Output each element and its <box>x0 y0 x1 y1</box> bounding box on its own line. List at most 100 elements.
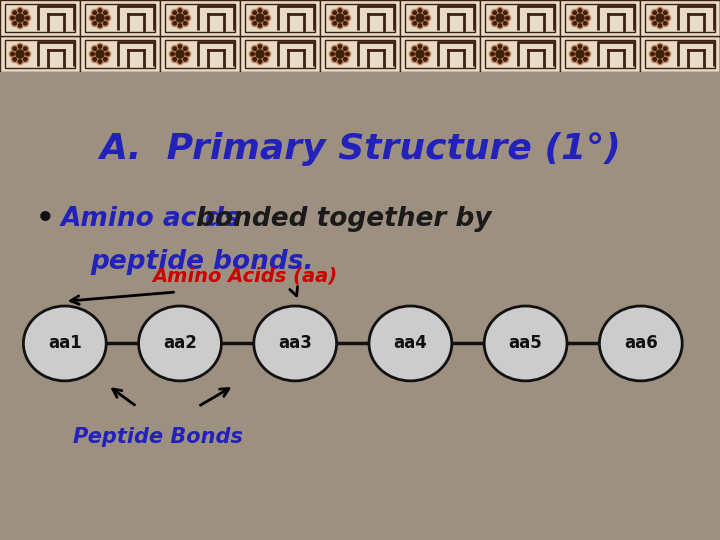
Ellipse shape <box>599 306 682 381</box>
Circle shape <box>657 43 663 50</box>
Text: aa3: aa3 <box>278 334 312 353</box>
Circle shape <box>258 45 262 48</box>
Circle shape <box>24 58 27 61</box>
Circle shape <box>497 22 503 29</box>
Circle shape <box>651 16 654 20</box>
Circle shape <box>503 22 507 25</box>
Circle shape <box>182 56 189 63</box>
Circle shape <box>169 51 176 57</box>
Ellipse shape <box>138 306 222 381</box>
Circle shape <box>91 45 98 52</box>
Circle shape <box>342 56 348 63</box>
Circle shape <box>498 24 502 27</box>
Circle shape <box>13 11 17 15</box>
Circle shape <box>497 58 503 65</box>
Circle shape <box>342 20 348 26</box>
Circle shape <box>257 22 264 29</box>
Circle shape <box>498 9 502 12</box>
Circle shape <box>658 24 662 27</box>
Circle shape <box>251 16 254 20</box>
Circle shape <box>253 58 256 61</box>
Bar <box>320 0 400 36</box>
Bar <box>240 36 320 72</box>
Circle shape <box>491 16 494 20</box>
Circle shape <box>177 7 183 14</box>
Circle shape <box>417 22 423 29</box>
Circle shape <box>18 60 22 63</box>
Text: bonded together by: bonded together by <box>187 206 492 232</box>
Circle shape <box>578 9 582 12</box>
Circle shape <box>179 45 181 48</box>
Circle shape <box>11 52 14 56</box>
Circle shape <box>409 51 415 57</box>
Circle shape <box>664 11 667 15</box>
Circle shape <box>653 47 657 50</box>
Circle shape <box>186 52 189 56</box>
Circle shape <box>331 10 338 16</box>
Circle shape <box>662 10 669 16</box>
Circle shape <box>176 14 184 22</box>
Circle shape <box>504 15 510 21</box>
Circle shape <box>413 47 416 50</box>
Circle shape <box>329 15 336 21</box>
Circle shape <box>251 56 258 63</box>
Circle shape <box>337 58 343 65</box>
Bar <box>85 4 156 32</box>
Circle shape <box>504 51 510 57</box>
Bar <box>165 4 235 32</box>
Bar <box>640 36 720 72</box>
Circle shape <box>582 20 588 26</box>
Circle shape <box>413 22 416 25</box>
Circle shape <box>96 14 104 22</box>
Circle shape <box>582 10 588 16</box>
Circle shape <box>102 10 109 16</box>
Circle shape <box>649 15 656 21</box>
Circle shape <box>184 15 191 21</box>
Circle shape <box>652 45 658 52</box>
Circle shape <box>572 45 578 52</box>
Circle shape <box>493 47 496 50</box>
Circle shape <box>329 51 336 57</box>
Text: Amino acids: Amino acids <box>61 206 241 232</box>
Circle shape <box>346 52 349 56</box>
Bar <box>0 36 80 72</box>
Bar <box>5 40 75 68</box>
Circle shape <box>17 22 23 29</box>
Circle shape <box>96 58 103 65</box>
Circle shape <box>171 16 174 20</box>
Circle shape <box>89 51 96 57</box>
Circle shape <box>13 58 17 61</box>
Circle shape <box>344 51 351 57</box>
Circle shape <box>418 24 422 27</box>
Circle shape <box>653 58 657 61</box>
Circle shape <box>584 47 587 50</box>
Circle shape <box>256 50 264 58</box>
Circle shape <box>491 52 494 56</box>
Circle shape <box>423 11 427 15</box>
Circle shape <box>104 51 111 57</box>
Ellipse shape <box>369 306 452 381</box>
Circle shape <box>662 20 669 26</box>
Circle shape <box>665 15 671 21</box>
Circle shape <box>422 20 428 26</box>
Circle shape <box>264 47 267 50</box>
Circle shape <box>264 22 267 25</box>
Circle shape <box>93 47 96 50</box>
Circle shape <box>338 45 342 48</box>
Circle shape <box>104 15 111 21</box>
Circle shape <box>98 45 102 48</box>
Circle shape <box>253 22 256 25</box>
Circle shape <box>9 51 16 57</box>
Circle shape <box>664 58 667 61</box>
Circle shape <box>93 58 96 61</box>
Circle shape <box>656 50 664 58</box>
Circle shape <box>184 11 187 15</box>
Circle shape <box>93 22 96 25</box>
Circle shape <box>418 60 422 63</box>
Circle shape <box>96 43 103 50</box>
Circle shape <box>343 22 347 25</box>
Circle shape <box>12 45 18 52</box>
Circle shape <box>104 11 107 15</box>
Circle shape <box>262 20 269 26</box>
Bar <box>560 36 640 72</box>
